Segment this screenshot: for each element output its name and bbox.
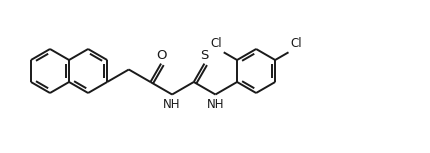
Text: NH: NH xyxy=(163,97,181,110)
Text: Cl: Cl xyxy=(209,37,221,50)
Text: O: O xyxy=(156,49,166,62)
Text: Cl: Cl xyxy=(290,37,301,50)
Text: S: S xyxy=(200,49,208,62)
Text: NH: NH xyxy=(206,97,224,110)
